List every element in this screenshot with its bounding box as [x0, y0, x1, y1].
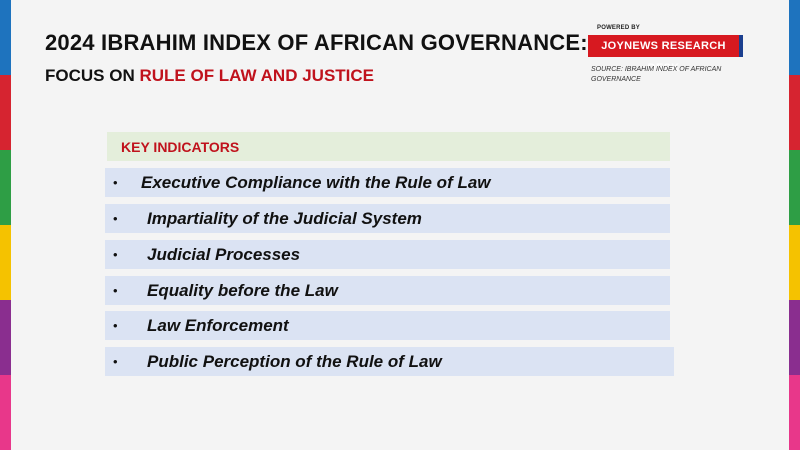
indicator-row: • Public Perception of the Rule of Law	[105, 347, 674, 376]
indicator-row: • Impartiality of the Judicial System	[105, 204, 670, 233]
indicator-label: Impartiality of the Judicial System	[147, 208, 422, 228]
indicator-label: Equality before the Law	[147, 280, 338, 300]
page-subtitle: FOCUS ON RULE OF LAW AND JUSTICE	[45, 66, 374, 86]
indicator-row: • Equality before the Law	[105, 276, 670, 305]
bullet-icon: •	[113, 354, 118, 369]
bullet-icon: •	[113, 175, 118, 190]
subtitle-prefix: FOCUS ON	[45, 66, 135, 85]
bullet-icon: •	[113, 211, 118, 226]
key-indicators-heading: KEY INDICATORS	[107, 132, 670, 161]
indicator-row: • Judicial Processes	[105, 240, 670, 269]
indicator-label: Public Perception of the Rule of Law	[147, 351, 442, 371]
source-line-2: GOVERNANCE	[591, 76, 641, 83]
indicator-label: Law Enforcement	[147, 315, 289, 335]
indicator-label: Executive Compliance with the Rule of La…	[141, 172, 491, 192]
bullet-icon: •	[113, 283, 118, 298]
source-line-1: SOURCE: IBRAHIM INDEX OF AFRICAN	[591, 66, 722, 73]
source-note: SOURCE: IBRAHIM INDEX OF AFRICAN GOVERNA…	[591, 65, 771, 85]
indicator-row: • Law Enforcement	[105, 311, 670, 340]
subtitle-accent: RULE OF LAW AND JUSTICE	[139, 66, 375, 85]
page-title: 2024 IBRAHIM INDEX OF AFRICAN GOVERNANCE…	[45, 30, 588, 55]
indicator-label: Judicial Processes	[147, 244, 301, 264]
powered-by-label: POWERED BY	[597, 25, 641, 31]
right-color-stripe	[789, 0, 800, 450]
left-color-stripe	[0, 0, 11, 450]
bullet-icon: •	[113, 247, 118, 262]
research-desk-badge: JOYNEWS RESEARCH DESK	[588, 35, 743, 74]
bullet-icon: •	[113, 318, 118, 333]
indicator-row: • Executive Compliance with the Rule of …	[105, 168, 670, 197]
